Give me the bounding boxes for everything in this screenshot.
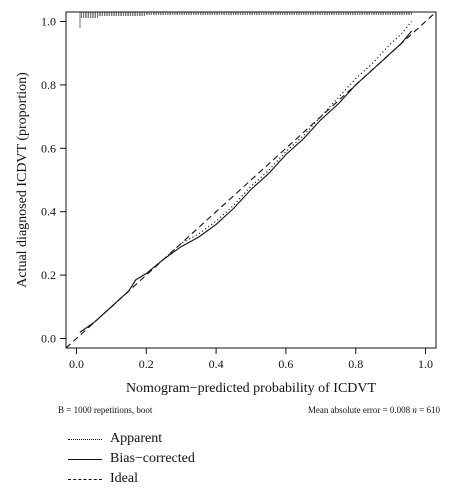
x-tick-label-1: 0.2 xyxy=(139,357,154,371)
error-note-text: Mean absolute error = 0.008 xyxy=(307,405,411,415)
x-tick-label-0: 0.0 xyxy=(69,357,84,371)
legend-label-ideal: Ideal xyxy=(110,471,138,486)
series-line-apparent xyxy=(79,21,413,333)
y-tick-label-2: 0.4 xyxy=(41,205,56,219)
calibration-plot: 0.0 0.2 0.4 0.6 0.8 1.0 0.0 0.2 0.4 0.6 0.8 1.0 Nomo… xyxy=(15,11,437,396)
series-line-ideal xyxy=(66,12,436,348)
legend-label-apparent: Apparent xyxy=(110,431,163,446)
legend-item-ideal: Ideal xyxy=(60,470,280,490)
error-note-n-symbol: n xyxy=(412,405,417,415)
x-tick-label-2: 0.4 xyxy=(209,357,224,371)
y-tick-label-3: 0.6 xyxy=(41,141,56,155)
legend-swatch-dotted xyxy=(68,439,102,440)
x-tick-label-3: 0.6 xyxy=(278,357,293,371)
legend: Apparent Bias−corrected Ideal xyxy=(60,430,280,490)
legend-swatch-dashed xyxy=(68,479,102,480)
legend-item-bias-corrected: Bias−corrected xyxy=(60,450,280,470)
y-tick-label-0: 0.0 xyxy=(41,331,56,345)
x-tick-label-5: 1.0 xyxy=(418,357,433,371)
y-tick-label-5: 1.0 xyxy=(41,15,56,29)
y-tick-label-1: 0.2 xyxy=(41,268,56,282)
error-note: Mean absolute error = 0.008 n = 610 xyxy=(308,405,440,415)
x-tick-label-4: 0.8 xyxy=(348,357,363,371)
x-axis-title: Nomogram−predicted probability of ICDVT xyxy=(126,381,377,396)
top-rug xyxy=(79,12,412,28)
series-line-bias-corrected xyxy=(79,30,413,333)
legend-label-bias-corrected: Bias−corrected xyxy=(110,451,195,466)
legend-item-apparent: Apparent xyxy=(60,430,280,450)
repetitions-note: B = 1000 repetitions, boot xyxy=(58,405,153,415)
y-tick-label-4: 0.8 xyxy=(41,78,56,92)
legend-swatch-solid xyxy=(68,459,102,460)
error-note-n-value: = 610 xyxy=(419,405,440,415)
y-axis-title: Actual diagnosed ICDVT (proportion) xyxy=(15,72,30,288)
